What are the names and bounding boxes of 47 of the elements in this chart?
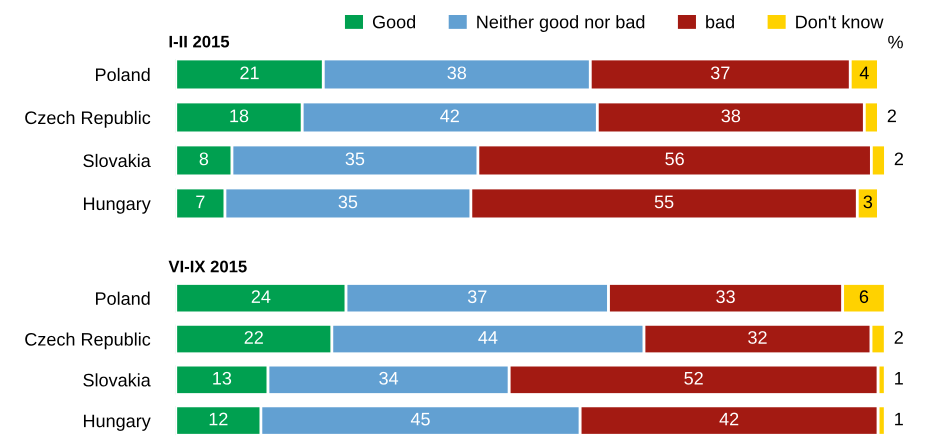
- data-label: 6: [860, 290, 868, 304]
- data-label: 2: [888, 109, 896, 122]
- data-label: 2: [894, 152, 903, 166]
- data-label: 12: [210, 412, 228, 426]
- data-label: 2: [894, 331, 903, 344]
- data-label: 1: [895, 372, 903, 384]
- data-label: 21: [240, 66, 259, 80]
- data-label: 7: [196, 196, 204, 208]
- data-label: 38: [721, 109, 740, 122]
- data-label: 33: [716, 290, 735, 304]
- data-label: 52: [684, 372, 703, 385]
- data-label: 42: [440, 109, 459, 122]
- text: %: [888, 36, 903, 48]
- data-label: 38: [447, 66, 466, 80]
- data-label: 37: [710, 66, 730, 80]
- y-tick-label: Slovakia: [83, 154, 151, 168]
- legend-label: Good: [372, 15, 416, 28]
- data-label: 34: [379, 372, 398, 385]
- data-label: 45: [410, 412, 430, 426]
- data-label: 3: [864, 195, 872, 208]
- y-tick-label: Poland: [96, 68, 150, 82]
- legend-label: Neither good nor bad: [477, 15, 644, 32]
- data-label: 18: [230, 109, 248, 122]
- data-label: 8: [200, 152, 208, 166]
- data-label: 1: [895, 412, 903, 426]
- chart-title: VI-IX 2015: [168, 260, 247, 272]
- data-label: 22: [244, 331, 263, 344]
- data-label: 4: [860, 66, 869, 80]
- data-label: 44: [478, 331, 498, 344]
- data-label: 35: [346, 152, 364, 166]
- data-label: 56: [665, 152, 684, 166]
- data-label: 24: [252, 290, 270, 303]
- data-label: 32: [748, 331, 767, 344]
- data-label: 13: [213, 372, 232, 385]
- legend-label: Don't know: [796, 15, 884, 28]
- legend-label: bad: [706, 15, 734, 28]
- chart-title: I-II 2015: [170, 36, 230, 48]
- y-tick-label: Czech Republic: [25, 110, 150, 128]
- data-label: 35: [338, 195, 358, 208]
- data-label: 37: [468, 290, 486, 304]
- y-tick-label: Poland: [96, 292, 150, 305]
- data-label: 55: [654, 196, 674, 208]
- y-tick-label: Slovakia: [83, 373, 151, 387]
- y-tick-label: Hungary: [84, 198, 151, 214]
- data-label: 42: [720, 412, 738, 426]
- y-tick-label: Hungary: [84, 414, 151, 431]
- y-tick-label: Czech Republic: [25, 332, 150, 350]
